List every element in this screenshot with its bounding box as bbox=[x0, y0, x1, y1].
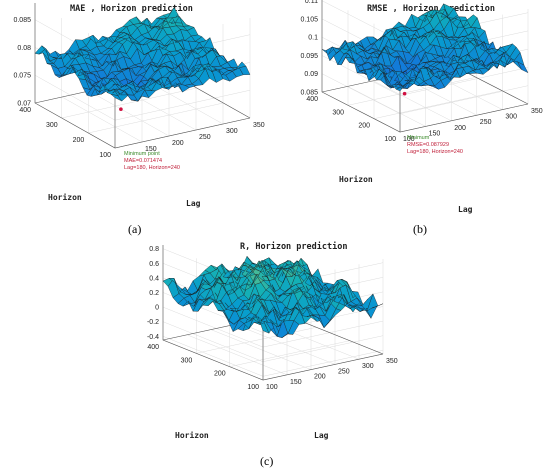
z-tick-label: 0.07 bbox=[17, 101, 31, 108]
x-tick-label: 300 bbox=[226, 128, 238, 135]
x-tick-label: 350 bbox=[531, 108, 543, 115]
x-tick-label: 250 bbox=[338, 368, 350, 375]
rmse-surface bbox=[321, 3, 529, 92]
z-tick-label: 0 bbox=[155, 305, 159, 312]
z-tick-label: -0.2 bbox=[147, 319, 159, 326]
surface-patch bbox=[371, 303, 384, 309]
rmse-minimum-marker bbox=[402, 91, 407, 96]
r-caption: (c) bbox=[260, 454, 274, 468]
surface-patch bbox=[517, 61, 529, 74]
x-tick-label: 200 bbox=[314, 374, 326, 381]
y-tick-label: 100 bbox=[384, 136, 396, 143]
x-tick-label: 100 bbox=[266, 384, 278, 391]
mae-y-axis-label: Horizon bbox=[48, 192, 82, 202]
x-tick-label: 350 bbox=[253, 122, 265, 129]
r-chart-title: R, Horizon prediction bbox=[240, 242, 348, 252]
mae-panel: MAE , Horizon prediction 0.07 0.075 0.08 0.… bbox=[0, 0, 275, 240]
mae-minimum-label: Minimum point bbox=[124, 151, 160, 157]
x-tick-label: 250 bbox=[480, 119, 492, 126]
z-tick-label: 0.075 bbox=[13, 73, 31, 80]
z-tick-label: 0.095 bbox=[300, 53, 318, 60]
rmse-surface-chart: 0.085 0.09 0.095 0.1 0.105 0.11 100 150 200 250 30… bbox=[300, 0, 543, 214]
r-surface bbox=[162, 255, 384, 338]
x-tick-label: 100 bbox=[403, 136, 415, 143]
z-tick-label: 0.8 bbox=[149, 246, 159, 253]
mae-x-axis-label: Lag bbox=[186, 199, 201, 208]
y-tick-label: 300 bbox=[181, 357, 193, 364]
y-tick-label: 400 bbox=[147, 344, 159, 351]
y-tick-label: 300 bbox=[46, 122, 58, 129]
mae-minimum-marker bbox=[119, 107, 123, 111]
x-tick-label: 150 bbox=[290, 379, 302, 386]
rmse-minimum-label: Minimum bbox=[407, 135, 430, 141]
rmse-caption: (b) bbox=[413, 222, 427, 236]
z-tick-label: 0.09 bbox=[304, 71, 318, 78]
rmse-x-axis-label: Lag bbox=[458, 205, 473, 214]
y-tick-label: 100 bbox=[247, 384, 259, 391]
rmse-y-axis-label: Horizon bbox=[339, 174, 373, 184]
x-tick-label: 200 bbox=[454, 125, 466, 132]
mae-chart-title: MAE , Horizon prediction bbox=[70, 4, 193, 14]
z-tick-label: 0.08 bbox=[17, 45, 31, 52]
mae-caption: (a) bbox=[128, 222, 142, 236]
z-tick-label: 0.085 bbox=[300, 90, 318, 97]
y-tick-label: 200 bbox=[214, 371, 226, 378]
z-tick-label: 0.085 bbox=[13, 17, 31, 24]
r-surface-chart: -0.4 -0.2 0 0.2 0.4 0.6 0.8 100 150 200 250 300 350 1… bbox=[147, 245, 398, 440]
r-x-axis-label: Lag bbox=[314, 431, 329, 440]
rmse-panel: RMSE , Horizon prediction 0.085 0.09 0.095… bbox=[275, 0, 550, 240]
r-panel: R, Horizon prediction -0.4 -0.2 0 0.2 0.4 0.6… bbox=[130, 238, 430, 472]
y-tick-label: 400 bbox=[306, 96, 318, 103]
x-tick-label: 350 bbox=[386, 358, 398, 365]
y-tick-label: 100 bbox=[99, 152, 111, 159]
x-tick-label: 300 bbox=[505, 114, 517, 121]
z-tick-label: 0.1 bbox=[308, 35, 318, 42]
rmse-minimum-value: RMSE=0.087929 bbox=[407, 142, 449, 148]
x-tick-label: 150 bbox=[429, 130, 441, 137]
z-tick-label: 0.6 bbox=[149, 261, 159, 268]
surface-patch bbox=[239, 65, 251, 75]
r-y-axis-label: Horizon bbox=[175, 430, 209, 440]
x-tick-label: 300 bbox=[362, 363, 374, 370]
z-tick-label: 0.4 bbox=[149, 275, 159, 282]
z-tick-label: 0.105 bbox=[300, 16, 318, 23]
rmse-minimum-location: Lag=180, Horizon=240 bbox=[407, 149, 463, 155]
z-tick-label: 0.2 bbox=[149, 290, 159, 297]
y-tick-label: 200 bbox=[358, 123, 370, 130]
y-tick-label: 200 bbox=[73, 137, 85, 144]
z-tick-label: 0.11 bbox=[305, 0, 318, 5]
mae-surface-chart: 0.07 0.075 0.08 0.085 150 200 250 300 350 100 200 3… bbox=[13, 3, 265, 208]
mae-minimum-location: Lag=180, Horizon=240 bbox=[124, 165, 180, 171]
mae-surface bbox=[34, 7, 251, 102]
rmse-chart-title: RMSE , Horizon prediction bbox=[367, 4, 495, 14]
x-tick-label: 200 bbox=[172, 140, 184, 147]
x-tick-label: 150 bbox=[145, 146, 157, 153]
x-tick-label: 250 bbox=[199, 134, 211, 141]
y-tick-label: 400 bbox=[19, 107, 31, 114]
mae-minimum-value: MAE=0.071474 bbox=[124, 158, 162, 164]
y-tick-label: 300 bbox=[332, 109, 344, 116]
z-tick-label: -0.4 bbox=[147, 334, 159, 341]
